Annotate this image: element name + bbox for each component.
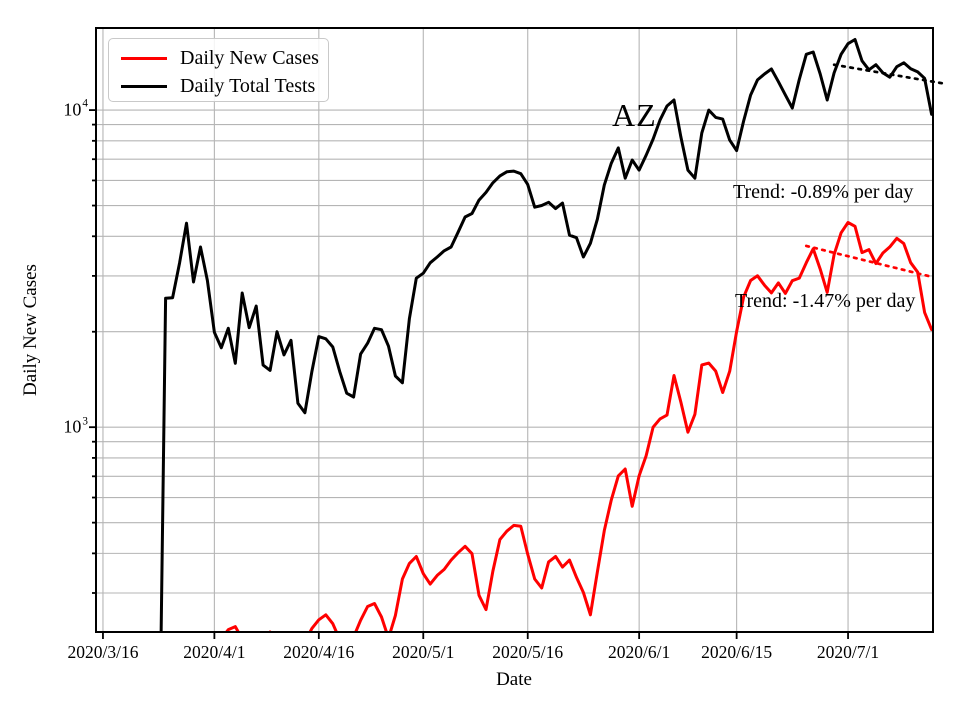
y-axis-label: Daily New Cases <box>20 264 41 396</box>
legend-item-daily-total-tests: Daily Total Tests <box>121 72 328 100</box>
y-tick-label: 104 <box>63 97 88 120</box>
x-axis-label: Date <box>496 669 532 690</box>
x-tick-label: 2020/6/15 <box>701 642 773 662</box>
trend-annotation-new-cases: Trend: -1.47% per day <box>735 290 916 312</box>
x-tick-label: 2020/4/1 <box>183 642 246 662</box>
legend-swatch-daily-total-tests <box>121 84 167 88</box>
trend-annotation-total-tests: Trend: -0.89% per day <box>733 181 914 203</box>
trend-line-daily-total-tests <box>832 63 947 86</box>
x-tick-label: 2020/4/16 <box>283 642 355 662</box>
legend-label-daily-new-cases: Daily New Cases <box>180 46 319 69</box>
legend-label-daily-total-tests: Daily Total Tests <box>180 74 316 97</box>
axes-box <box>95 27 934 633</box>
gridlines <box>96 28 933 632</box>
series-line-daily-total-tests <box>159 38 933 632</box>
tick-marks <box>89 109 849 639</box>
x-tick-label: 2020/5/16 <box>492 642 564 662</box>
y-tick-label: 103 <box>63 415 88 437</box>
legend-swatch-daily-new-cases <box>121 56 167 60</box>
trend-line-daily-new-cases <box>804 244 933 279</box>
chart-title: AZ <box>612 97 657 133</box>
x-tick-label: 2020/5/1 <box>392 642 455 662</box>
x-tick-label: 2020/6/1 <box>607 642 671 662</box>
x-tick-label: 2020/3/16 <box>67 642 139 662</box>
legend: Daily New Cases Daily Total Tests <box>108 38 329 102</box>
x-tick-label: 2020/7/1 <box>816 642 880 662</box>
legend-item-daily-new-cases: Daily New Cases <box>121 44 328 72</box>
series-line-daily-new-cases <box>224 221 933 632</box>
